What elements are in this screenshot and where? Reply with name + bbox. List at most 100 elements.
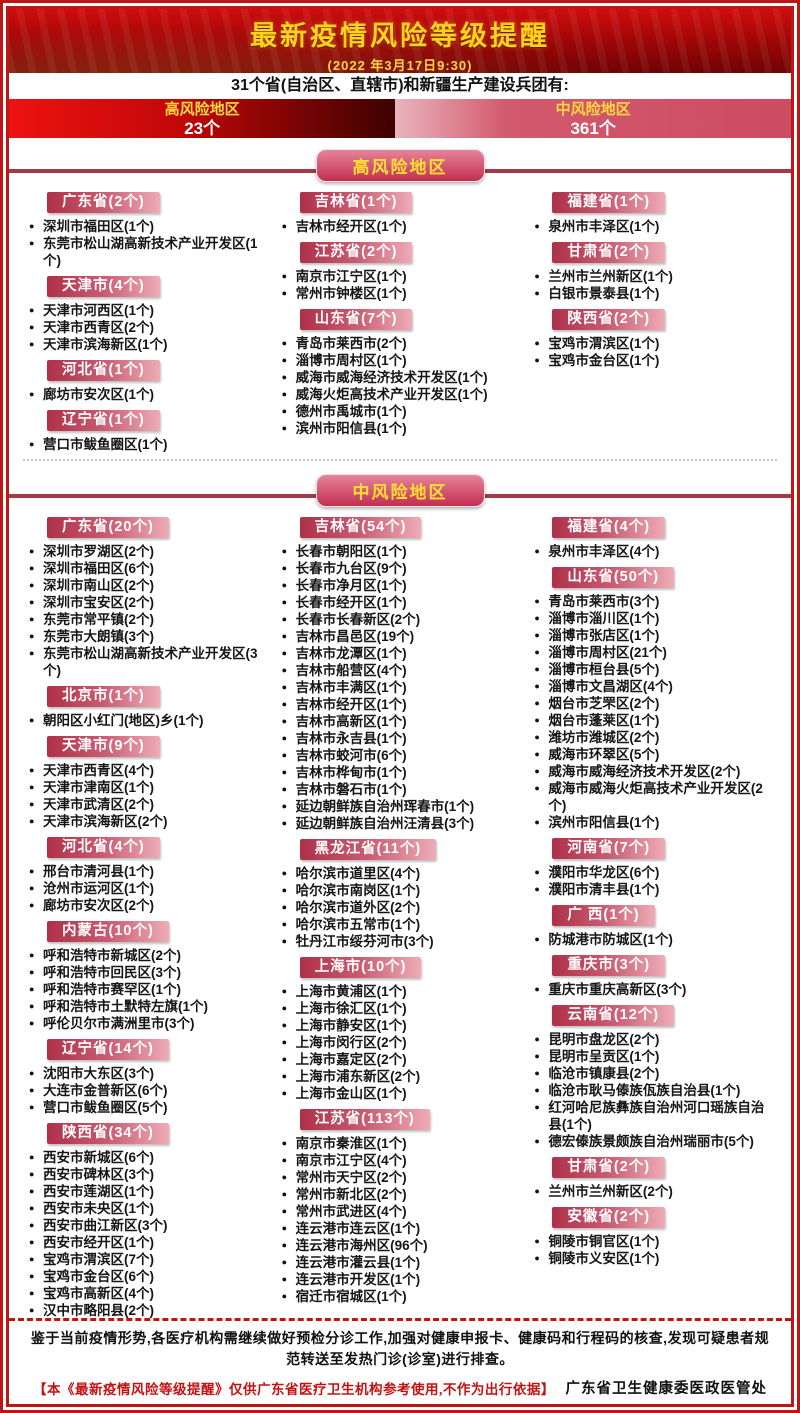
area-name: 滨州市阳信县(1个) [295, 421, 407, 436]
area-list-item: ● 深圳市宝安区(2个) [23, 594, 268, 611]
area-list-item: ● 红河哈尼族彝族自治州河口瑶族自治县(1个) [528, 1099, 773, 1133]
area-name: 呼和浩特市赛罕区(1个) [43, 982, 181, 997]
bullet-icon: ● [281, 682, 288, 692]
bullet-icon: ● [281, 546, 288, 556]
high-risk-count: 23个 [184, 119, 221, 138]
mid-risk-columns: 广东省(20个) ● 深圳市罗湖区(2个) ● 深圳市福田区(6个) ● 深圳市南山区(2个… [9, 506, 791, 1318]
area-list-item: ● 淄博市淄川区(1个) [528, 610, 773, 627]
province-header: 甘肃省(2个) [552, 1157, 666, 1178]
area-list-item: ● 连云港市开发区(1个) [276, 1271, 521, 1288]
area-name: 青岛市莱西市(2个) [295, 336, 407, 351]
area-name: 西安市莲湖区(1个) [43, 1184, 154, 1199]
bullet-icon: ● [29, 1271, 35, 1281]
area-name: 滨州市阳信县(1个) [548, 815, 660, 830]
area-name: 牡丹江市绥芬河市(3个) [295, 934, 434, 949]
bullet-icon: ● [29, 339, 35, 349]
section-title-high: 高风险地区 [315, 149, 485, 182]
area-list-item: ● 深圳市福田区(1个) [23, 218, 268, 235]
area-name: 西安市曲江新区(3个) [43, 1218, 168, 1233]
province-header: 山东省(50个) [552, 567, 675, 588]
area-list-item: ● 滨州市阳信县(1个) [276, 420, 521, 437]
area-list-item: ● 连云港市海州区(96个) [276, 1237, 521, 1254]
area-list-item: ● 哈尔滨市道里区(4个) [276, 865, 521, 882]
area-list-item: ● 大连市金普新区(6个) [23, 1082, 268, 1099]
header-date: (2022 年3月17日9:30) [327, 58, 473, 73]
section-title-mid: 中风险地区 [315, 474, 485, 507]
area-name: 红河哈尼族彝族自治州河口瑶族自治县(1个) [548, 1100, 765, 1132]
area-name: 长春市长春新区(2个) [295, 612, 421, 627]
bullet-icon: ● [29, 1152, 35, 1162]
area-name: 上海市静安区(1个) [295, 1018, 407, 1033]
bullet-icon: ● [29, 1254, 35, 1264]
bullet-icon: ● [534, 546, 540, 556]
area-list-item: ● 吉林市丰满区(1个) [276, 679, 521, 696]
area-name: 泉州市丰泽区(1个) [548, 219, 660, 234]
area-list-item: ● 泉州市丰泽区(4个) [528, 543, 773, 560]
area-name: 东莞市松山湖高新技术产业开发区(3个) [43, 646, 258, 678]
province-header: 辽宁省(14个) [47, 1039, 169, 1060]
bullet-icon: ● [281, 1189, 288, 1199]
area-list-item: ● 青岛市莱西市(3个) [528, 593, 773, 610]
area-list-item: ● 上海市金山区(1个) [276, 1085, 521, 1102]
bullet-icon: ● [29, 238, 35, 248]
bullet-icon: ● [534, 1186, 540, 1196]
area-name: 天津市西青区(4个) [43, 763, 154, 778]
bullet-icon: ● [534, 221, 540, 231]
area-list-item: ● 西安市新城区(6个) [23, 1149, 268, 1166]
area-list-item: ● 烟台市蓬莱区(1个) [528, 712, 773, 729]
bullet-icon: ● [29, 1305, 35, 1315]
bullet-icon: ● [281, 288, 288, 298]
bullet-icon: ● [29, 715, 35, 725]
mid-risk-section: 中风险地区 广东省(20个) ● 深圳市罗湖区(2个) ● 深圳市福田区(6个) ● 深圳市… [9, 461, 791, 1318]
area-name: 吉林市永吉县(1个) [295, 731, 407, 746]
area-list-item: ● 宝鸡市金台区(6个) [23, 1268, 268, 1285]
area-name: 临沧市镇康县(2个) [548, 1066, 660, 1081]
area-name: 潍坊市潍城区(2个) [548, 730, 660, 745]
bullet-icon: ● [281, 221, 288, 231]
area-list-item: ● 常州市新北区(2个) [276, 1186, 521, 1203]
area-list-item: ● 连云港市灌云县(1个) [276, 1254, 521, 1271]
risk-column: 广东省(20个) ● 深圳市罗湖区(2个) ● 深圳市福田区(6个) ● 深圳市南山区(2个… [23, 510, 276, 1318]
area-name: 昆明市盘龙区(2个) [548, 1032, 660, 1047]
risk-column: 广东省(2个) ● 深圳市福田区(1个) ● 东莞市松山湖高新技术产业开发区(1个) 天津… [23, 185, 276, 453]
footer-issuer: 广东省卫生健康委医政医管处 [565, 1381, 767, 1397]
bullet-icon: ● [281, 1138, 288, 1148]
risk-column: 吉林省(54个) ● 长春市朝阳区(1个) ● 长春市九台区(9个) ● 长春市净月区(1个… [276, 510, 529, 1305]
area-list-item: ● 南京市秦淮区(1个) [276, 1135, 521, 1152]
bullet-icon: ● [29, 1001, 35, 1011]
area-list-item: ● 连云港市连云区(1个) [276, 1220, 521, 1237]
province-header: 北京市(1个) [47, 686, 160, 707]
area-list-item: ● 宝鸡市渭滨区(7个) [23, 1251, 268, 1268]
area-list-item: ● 长春市朝阳区(1个) [276, 543, 521, 560]
high-risk-count-banner: 高风险地区 23个 [9, 99, 396, 138]
area-name: 营口市鲅鱼圈区(5个) [43, 1100, 168, 1115]
area-list-item: ● 长春市经开区(1个) [276, 594, 521, 611]
area-list-item: ● 吉林市桦甸市(1个) [276, 764, 521, 781]
area-list-item: ● 深圳市福田区(6个) [23, 560, 268, 577]
area-name: 上海市金山区(1个) [295, 1086, 407, 1101]
bullet-icon: ● [281, 389, 288, 399]
area-name: 淄博市周村区(1个) [295, 353, 407, 368]
area-name: 哈尔滨市五常市(1个) [295, 917, 421, 932]
area-list-item: ● 上海市浦东新区(2个) [276, 1068, 521, 1085]
area-list-item: ● 朝阳区小红门(地区)乡(1个) [23, 712, 268, 729]
header-banner: 最新疫情风险等级提醒 (2022 年3月17日9:30) [9, 9, 791, 73]
area-list-item: ● 天津市津南区(1个) [23, 779, 268, 796]
province-header: 陕西省(2个) [552, 309, 666, 330]
bullet-icon: ● [29, 1018, 35, 1028]
area-name: 德州市禹城市(1个) [295, 404, 407, 419]
area-name: 兰州市兰州新区(1个) [548, 269, 673, 284]
bullet-icon: ● [281, 1291, 288, 1301]
bullet-icon: ● [281, 818, 288, 828]
province-header: 云南省(12个) [552, 1005, 675, 1026]
area-list-item: ● 呼和浩特市赛罕区(1个) [23, 981, 268, 998]
area-list-item: ● 东莞市大朗镇(3个) [23, 628, 268, 645]
area-name: 上海市浦东新区(2个) [295, 1069, 421, 1084]
area-name: 东莞市松山湖高新技术产业开发区(1个) [43, 236, 258, 268]
area-list-item: ● 哈尔滨市南岗区(1个) [276, 882, 521, 899]
area-name: 天津市武清区(2个) [43, 797, 154, 812]
bullet-icon: ● [534, 1102, 540, 1112]
bullet-icon: ● [29, 597, 35, 607]
area-name: 深圳市罗湖区(2个) [43, 544, 154, 559]
bullet-icon: ● [29, 782, 35, 792]
